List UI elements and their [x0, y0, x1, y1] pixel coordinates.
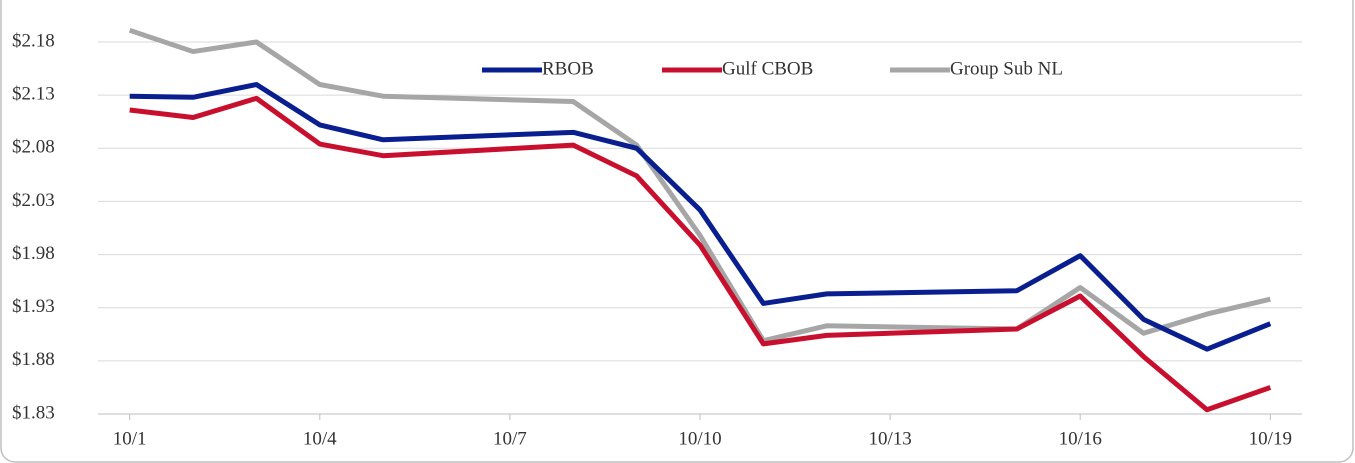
x-tick-label: 10/10: [678, 428, 721, 449]
x-tick-label: 10/13: [868, 428, 911, 449]
y-tick-label: $2.03: [12, 190, 55, 211]
x-tick-label: 10/7: [493, 428, 527, 449]
legend-label: Gulf CBOB: [722, 58, 813, 79]
series-line: [129, 95, 1272, 413]
y-tick-label: $1.98: [12, 243, 55, 264]
x-tick-label: 10/19: [1249, 428, 1292, 449]
x-tick-label: 10/1: [113, 428, 147, 449]
y-tick-label: $1.83: [12, 402, 55, 423]
legend-label: Group Sub NL: [950, 58, 1063, 79]
legend-label: RBOB: [542, 58, 594, 79]
x-tick-label: 10/16: [1059, 428, 1102, 449]
y-tick-label: $2.08: [12, 137, 55, 158]
y-tick-label: $2.18: [12, 30, 55, 51]
x-tick-label: 10/4: [303, 428, 337, 449]
y-tick-label: $1.88: [12, 349, 55, 370]
legend: RBOB Gulf CBOB Group Sub NL: [482, 58, 1063, 79]
lines: [128, 27, 1272, 413]
y-tick-label: $1.93: [12, 296, 55, 317]
series-line: [129, 82, 1272, 352]
y-tick-label: $2.13: [12, 84, 55, 105]
series-line: [128, 27, 1271, 344]
grid: $1.83 $1.88 $1.93 $1.98 $2.03 $2.08 $2.13 $2.18…: [12, 30, 1302, 449]
